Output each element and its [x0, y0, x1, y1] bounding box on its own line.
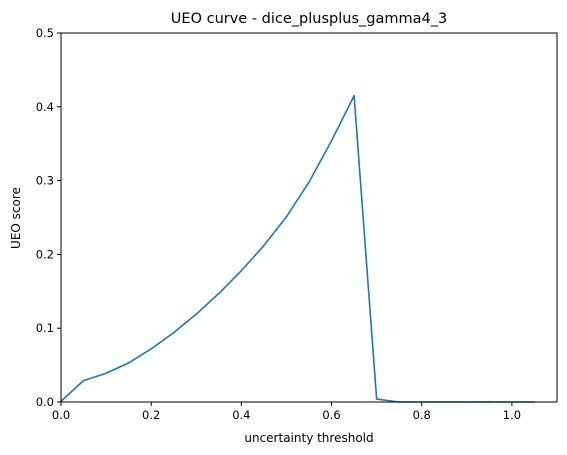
data-point — [240, 269, 243, 272]
y-tick-label: 0.0 — [36, 395, 54, 409]
y-axis-ticks: 0.0 0.1 0.2 0.3 0.4 0.5 — [36, 26, 61, 409]
plot-frame — [60, 32, 558, 403]
data-point — [353, 94, 355, 97]
data-point — [308, 181, 310, 183]
y-tick-label: 0.3 — [36, 174, 54, 188]
data-point — [195, 313, 198, 315]
data-point — [127, 362, 130, 364]
x-tick-label: 0.0 — [52, 408, 70, 422]
y-tick-label: 0.5 — [36, 26, 54, 40]
data-point — [218, 292, 220, 295]
data-point — [105, 372, 107, 375]
y-tick-label: 0.1 — [36, 321, 54, 335]
data-point — [375, 398, 378, 400]
y-tick-label: 0.4 — [36, 100, 54, 114]
y-tick-label: 0.2 — [36, 247, 54, 261]
y-axis-label: UEO score — [9, 187, 23, 249]
data-point — [285, 215, 288, 218]
x-axis-ticks: 0.0 0.2 0.4 0.6 0.8 1.0 — [52, 402, 521, 422]
x-tick-label: 0.8 — [413, 408, 431, 422]
x-tick-label: 1.0 — [503, 408, 521, 422]
chart-title: UEO curve - dice_plusplus_gamma4_3 — [171, 11, 447, 27]
data-point — [330, 139, 333, 142]
data-point — [263, 244, 265, 247]
x-tick-label: 0.2 — [142, 408, 160, 422]
data-point — [172, 331, 175, 334]
data-point — [150, 348, 152, 350]
x-tick-label: 0.6 — [322, 408, 340, 422]
x-tick-label: 0.4 — [232, 408, 250, 422]
x-axis-label: uncertainty threshold — [244, 431, 373, 445]
data-point — [82, 379, 85, 382]
